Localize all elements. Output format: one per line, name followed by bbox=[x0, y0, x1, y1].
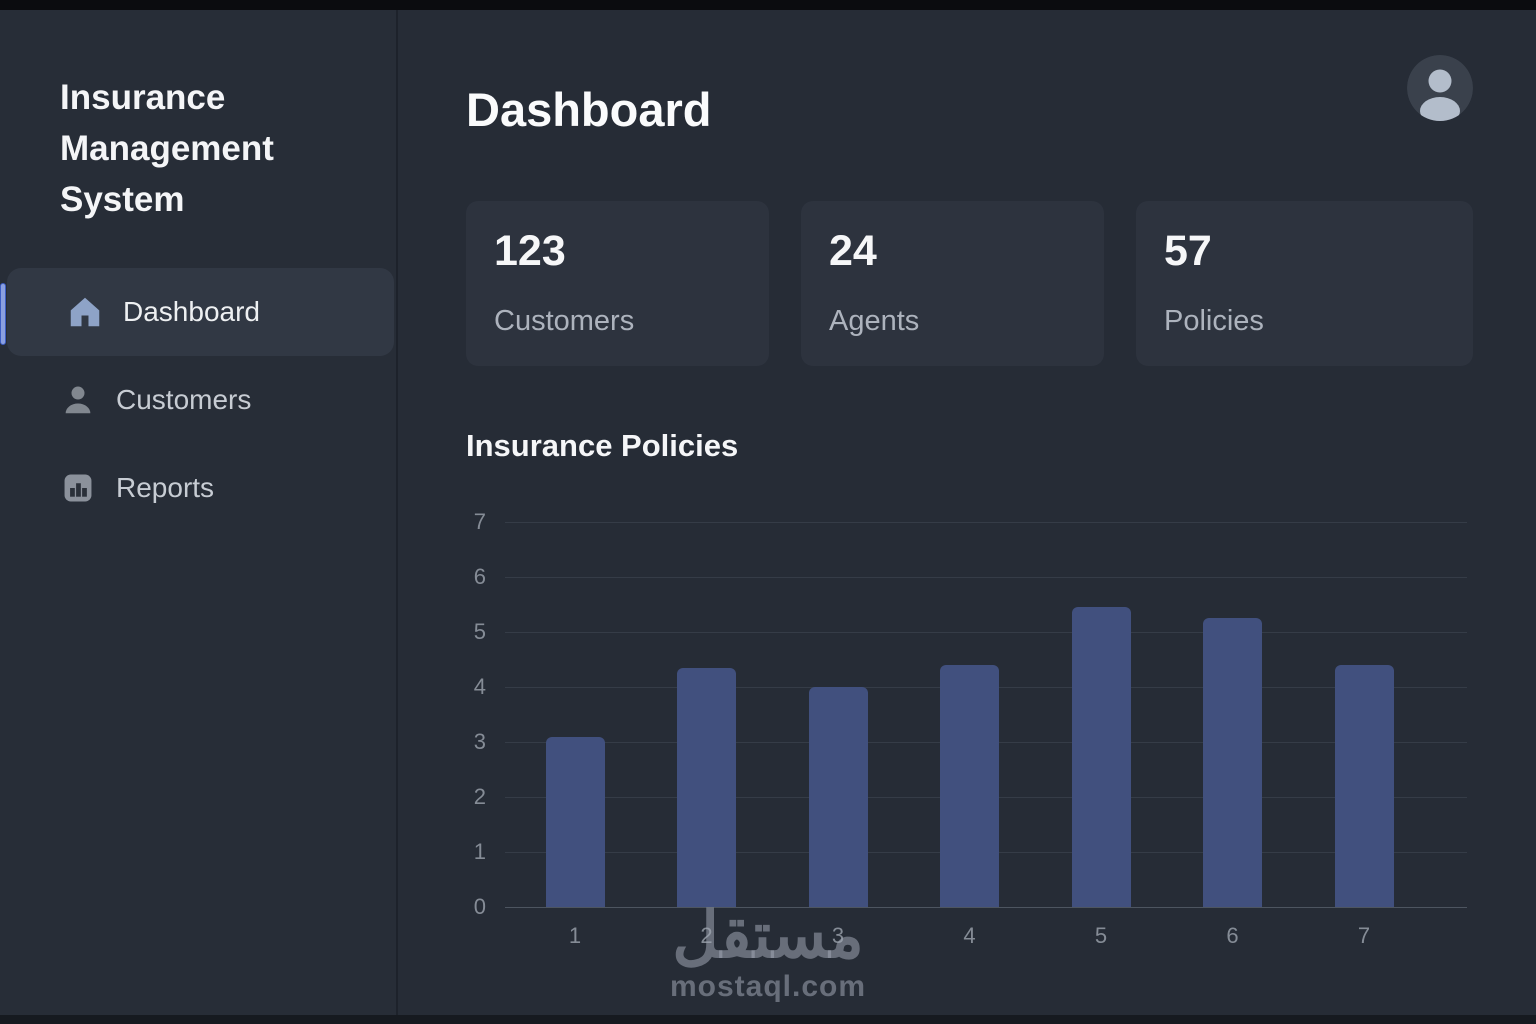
stat-card-customers: 123 Customers bbox=[466, 201, 769, 366]
sidebar: Insurance Management System Dashboard Cu… bbox=[0, 10, 398, 1015]
x-tick-label: 6 bbox=[1226, 923, 1239, 948]
chart-bar-7 bbox=[1334, 665, 1394, 907]
stat-value: 57 bbox=[1164, 227, 1212, 275]
chart-title: Insurance Policies bbox=[466, 428, 739, 463]
stat-card-agents: 24 Agents bbox=[801, 201, 1104, 366]
sidebar-item-customers[interactable]: Customers bbox=[0, 356, 396, 444]
bar-chart: 0 1 2 3 4 5 6 7 1 2 3 4 5 6 7 bbox=[460, 509, 1467, 972]
gridline bbox=[505, 522, 1467, 523]
page-title: Dashboard bbox=[466, 83, 712, 136]
x-tick-label: 1 bbox=[568, 923, 582, 948]
sidebar-item-dashboard[interactable]: Dashboard bbox=[7, 268, 394, 356]
x-tick-label: 5 bbox=[1094, 923, 1108, 948]
y-tick-label: 6 bbox=[473, 564, 486, 589]
gridline bbox=[505, 907, 1467, 908]
user-avatar[interactable] bbox=[1407, 55, 1473, 121]
main-content: Dashboard 123 Customers 24 Agents 57 Pol… bbox=[400, 10, 1536, 1015]
stat-value: 24 bbox=[829, 227, 877, 275]
chart-bar-2 bbox=[677, 667, 736, 907]
chart-bar-3 bbox=[808, 687, 868, 907]
app-title: Insurance Management System bbox=[60, 78, 274, 219]
y-tick-label: 3 bbox=[473, 729, 486, 754]
sidebar-item-label: Customers bbox=[116, 384, 252, 415]
y-tick-label: 2 bbox=[473, 784, 486, 809]
window-bottom-edge bbox=[0, 1015, 1536, 1024]
sidebar-item-label: Dashboard bbox=[123, 296, 260, 327]
gridline bbox=[505, 577, 1467, 578]
x-tick-label: 4 bbox=[963, 923, 976, 948]
home-icon bbox=[65, 292, 105, 332]
y-tick-label: 0 bbox=[473, 894, 486, 919]
sidebar-nav: Dashboard Customers Reports bbox=[0, 268, 396, 532]
y-tick-label: 1 bbox=[473, 839, 486, 864]
bar-chart-icon bbox=[58, 468, 98, 508]
stat-label: Customers bbox=[494, 305, 635, 337]
gridline bbox=[505, 632, 1467, 633]
stat-label: Policies bbox=[1164, 305, 1264, 337]
x-tick-label: 2 bbox=[700, 923, 713, 948]
stat-cards: 123 Customers 24 Agents 57 Policies bbox=[466, 201, 1473, 366]
stat-value: 123 bbox=[494, 227, 566, 275]
y-tick-label: 4 bbox=[473, 674, 486, 699]
y-tick-label: 7 bbox=[473, 509, 486, 534]
stat-label: Agents bbox=[829, 305, 920, 337]
x-tick-label: 3 bbox=[831, 923, 845, 948]
person-icon bbox=[58, 380, 98, 420]
sidebar-item-reports[interactable]: Reports bbox=[0, 444, 396, 532]
chart-bar-5 bbox=[1071, 607, 1131, 907]
chart-bar-6 bbox=[1203, 618, 1262, 907]
x-tick-label: 7 bbox=[1357, 923, 1371, 948]
sidebar-item-label: Reports bbox=[116, 472, 215, 503]
stat-card-policies: 57 Policies bbox=[1136, 201, 1473, 366]
active-page-indicator bbox=[0, 283, 6, 345]
chart-bar-4 bbox=[940, 665, 999, 907]
y-tick-label: 5 bbox=[473, 619, 486, 644]
chart-bar-1 bbox=[545, 736, 605, 907]
window-top-edge bbox=[0, 0, 1536, 10]
